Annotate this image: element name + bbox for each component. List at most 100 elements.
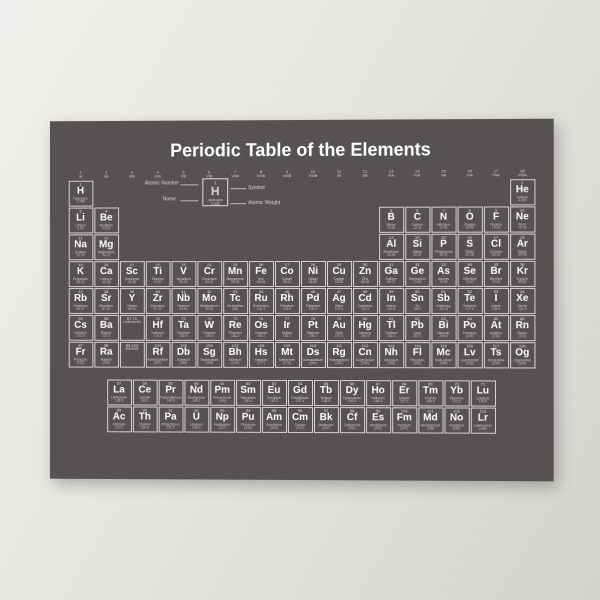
poster-title: Periodic Table of the Elements	[170, 139, 431, 161]
element-cell: 95 Am Americium (243)	[262, 407, 287, 433]
element-cell: 57 La Lanthanum 138.9	[107, 380, 132, 406]
group-label: 14 IVA	[405, 170, 430, 179]
element-cell: 80 Hg Mercury 200.6	[353, 315, 378, 341]
element-cell: 81 Tl Thallium 204.4	[379, 315, 404, 341]
element-cell: 49 In Indium 114.8	[379, 288, 404, 314]
element-cell: 23 V Vanadium 50.94	[171, 261, 196, 287]
element-cell: 77 Ir Iridium 192.2	[275, 315, 300, 341]
element-cell: 61 Pm Promethium (145)	[210, 380, 235, 406]
element-cell: 27 Co Cobalt 58.93	[275, 261, 300, 287]
element-cell: 25 Mn Manganese 54.94	[223, 261, 248, 287]
element-cell: 88 Ra Radium (226)	[94, 342, 119, 368]
element-cell: 1 H Hydrogen 1.008	[68, 181, 93, 207]
element-cell: 117 Ts Tennessine (294)	[483, 342, 508, 368]
element-cell: 51 Sb Antimony 121.8	[431, 288, 456, 314]
element-cell: 63 Eu Europium 152.0	[262, 380, 287, 406]
periodic-table-main: 1 IA2 IIA3 IIIB4 IVB5 VB6 VIB7 VIIB8 VII…	[67, 168, 536, 369]
group-label: 12 IIB	[353, 170, 378, 179]
element-cell: 118 Og Oganesson (294)	[510, 342, 535, 368]
element-cell: 4 Be Beryllium 9.012	[94, 207, 119, 233]
element-cell: 97 Bk Berkelium (247)	[313, 407, 338, 433]
element-cell: 18 Ar Argon 39.95	[510, 234, 535, 260]
group-label: 3 IIIB	[120, 171, 145, 180]
element-cell: 37 Rb Rubidium 85.47	[68, 288, 93, 314]
element-cell: 93 Np Neptunium (237)	[210, 407, 235, 433]
element-cell: 73 Ta Tantalum 180.9	[171, 315, 196, 341]
element-cell: 54 Xe Xenon 131.3	[510, 288, 535, 314]
element-cell: 43 Tc Technetium (98)	[223, 288, 248, 314]
element-cell: 22 Ti Titanium 47.87	[145, 261, 170, 287]
element-cell: 109 Mt Meitnerium (278)	[275, 342, 300, 368]
group-label: 11 IB	[327, 170, 352, 179]
element-cell: 50 Sn Tin 118.7	[405, 288, 430, 314]
element-cell: 20 Ca Calcium 40.08	[94, 261, 119, 287]
element-cell: 115 Mc Moscovium (290)	[431, 342, 456, 368]
element-cell: 33 As Arsenic 74.92	[431, 261, 456, 287]
element-cell: 35 Br Bromine 79.90	[483, 261, 508, 287]
element-cell: 70 Yb Ytterbium 173.0	[444, 380, 469, 406]
element-cell: 19 K Potassium 39.10	[68, 261, 93, 287]
legend-name-label: Name	[163, 196, 176, 202]
element-cell: 92 U Uranium 238.0	[184, 407, 209, 433]
group-label: 9 VIIIB	[275, 170, 300, 179]
group-label: 1 IA	[68, 171, 93, 180]
element-cell: 7 N Nitrogen 14.01	[431, 207, 456, 233]
element-cell: 105 Db Dubnium (268)	[171, 342, 196, 368]
f-block-container: 57 La Lanthanum 138.9 58 Ce Cerium 140.1…	[106, 379, 497, 435]
element-cell: 85 At Astatine (210)	[483, 315, 508, 341]
element-cell: 76 Os Osmium 190.2	[249, 315, 274, 341]
element-cell: 59 Pr Praseodymium 140.9	[158, 380, 183, 406]
element-cell: 2 He Helium 4.003	[510, 179, 535, 205]
element-cell: 31 Ga Gallium 69.72	[379, 261, 404, 287]
element-cell: 17 Cl Chlorine 35.45	[483, 234, 508, 260]
element-cell: 78 Pt Platinum 195.1	[300, 315, 325, 341]
element-cell: 79 Au Gold 197.0	[327, 315, 352, 341]
element-cell: 87 Fr Francium (223)	[68, 342, 93, 368]
element-cell: 64 Gd Gadolinium 157.3	[288, 380, 313, 406]
element-cell: 42 Mo Molybdenum 95.95	[197, 288, 222, 314]
element-cell: 11 Na Sodium 22.99	[68, 234, 93, 260]
element-cell: 98 Cf Californium (251)	[340, 407, 365, 433]
element-cell: 56 Ba Barium 137.3	[94, 315, 119, 341]
element-cell: 15 P Phosphorus 30.97	[431, 234, 456, 260]
element-cell: 45 Rh Rhodium 102.9	[275, 288, 300, 314]
element-cell: 90 Th Thorium 232.0	[132, 406, 157, 432]
element-cell: 55 Cs Caesium 132.9	[68, 315, 93, 341]
legend-atomic-number-label: Atomic Number	[145, 180, 179, 186]
element-cell: 36 Kr Krypton 83.80	[510, 261, 535, 287]
element-cell: 71 Lu Lutetium 175.0	[470, 380, 495, 406]
element-cell: 10 Ne Neon 20.18	[510, 206, 535, 232]
element-cell: 83 Bi Bismuth 209.0	[431, 315, 456, 341]
element-cell: 100 Fm Fermium (257)	[392, 407, 417, 433]
element-cell: 66 Dy Dysprosium 162.5	[340, 380, 365, 406]
element-cell: 38 Sr Strontium 87.62	[94, 288, 119, 314]
element-cell: 101 Md Mendelevium (258)	[418, 407, 443, 433]
element-cell: 89 Ac Actinium (227)	[107, 406, 132, 432]
element-cell: 114 Fl Flerovium (289)	[405, 342, 430, 368]
element-cell: 39 Y Yttrium 88.91	[120, 288, 145, 314]
periodic-table-poster: Periodic Table of the Elements Atomic Nu…	[50, 119, 554, 482]
legend-example-cell: 1 H Hydrogen 1.008	[202, 178, 228, 206]
element-cell: 46 Pd Palladium 106.4	[300, 288, 325, 314]
element-cell: 44 Ru Ruthenium 101.1	[249, 288, 274, 314]
group-label: 8 VIIIB	[249, 170, 274, 179]
element-cell: 9 F Fluorine 19.00	[483, 206, 508, 232]
element-cell: 12 Mg Magnesium 24.31	[94, 234, 119, 260]
element-cell: 13 Al Aluminium 26.98	[379, 234, 404, 260]
element-cell: 8 O Oxygen 16.00	[457, 207, 482, 233]
element-cell: 62 Sm Samarium 150.4	[236, 380, 261, 406]
group-label: 10 VIIIB	[300, 170, 325, 179]
element-cell: 53 I Iodine 126.9	[483, 288, 508, 314]
group-label: 16 VIA	[457, 169, 482, 178]
element-cell: 28 Ni Nickel 58.69	[300, 261, 325, 287]
legend-symbol-label: Symbol	[248, 185, 265, 191]
element-cell: 65 Tb Terbium 158.9	[313, 380, 338, 406]
element-cell: 89-103 Actinoids	[120, 342, 145, 368]
element-cell: 107 Bh Bohrium (270)	[223, 342, 248, 368]
element-cell: 60 Nd Neodymium 144.2	[184, 380, 209, 406]
element-cell: 99 Es Einsteinium (252)	[366, 407, 391, 433]
group-label: 5 VB	[171, 170, 196, 179]
element-cell: 116 Lv Livermorium (293)	[457, 342, 482, 368]
element-cell: 21 Sc Scandium 44.96	[120, 261, 145, 287]
element-cell: 24 Cr Chromium 52.00	[197, 261, 222, 287]
